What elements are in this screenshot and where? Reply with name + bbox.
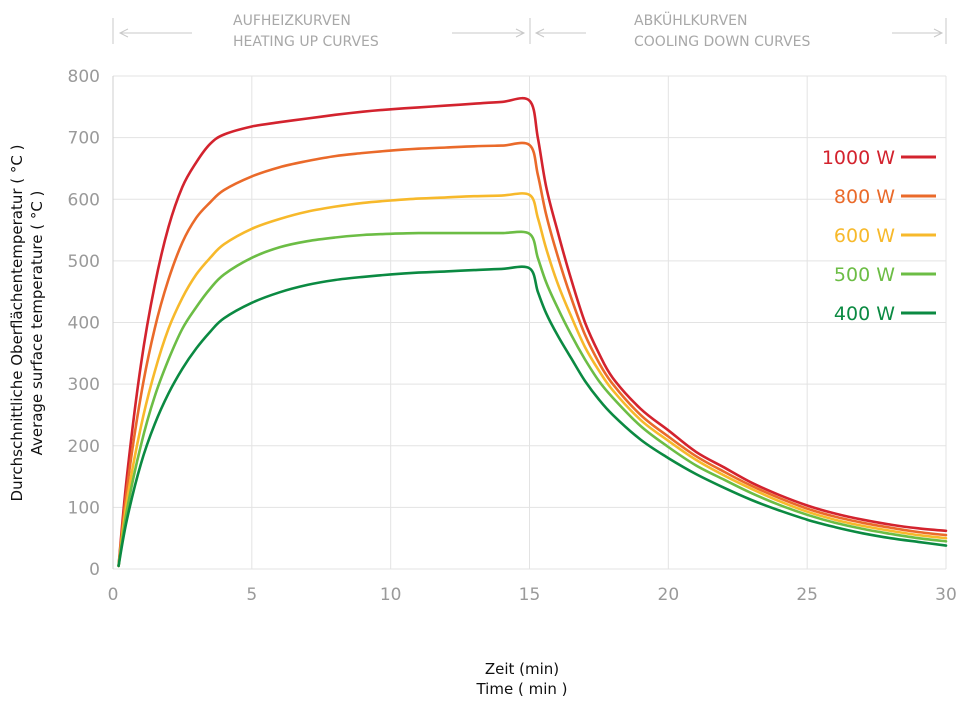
y-tick-label: 800 [68, 67, 100, 87]
heating-label-de: AUFHEIZKURVEN [233, 13, 351, 29]
legend-item: 400 W [834, 303, 936, 325]
y-tick-label: 700 [68, 129, 100, 149]
cooling-label-de: ABKÜHLKURVEN [634, 11, 747, 29]
cooling-label-en: COOLING DOWN CURVES [634, 34, 810, 50]
cooling-left-arrow [534, 28, 586, 38]
x-axis-title-en: Time ( min ) [475, 680, 567, 698]
legend-label: 800 W [834, 186, 895, 208]
heating-right-arrow [452, 28, 526, 38]
series-line-800w [117, 141, 948, 568]
y-axis-title-en: Average surface temperature ( °C ) [28, 191, 46, 456]
y-tick-labels: 0 100 200 300 400 500 600 700 800 [68, 67, 100, 580]
heating-left-arrow [118, 28, 192, 38]
y-axis-title: Durchschnittliche Oberflächentemperatur … [8, 145, 46, 502]
y-tick-label: 600 [68, 190, 100, 210]
series-line-500w [117, 230, 948, 568]
x-tick-label: 25 [796, 585, 818, 605]
y-tick-label: 500 [68, 252, 100, 272]
cooling-right-arrow [892, 28, 944, 38]
section-header: AUFHEIZKURVEN HEATING UP CURVES ABKÜHLKU… [112, 11, 947, 50]
grid-lines [112, 75, 947, 570]
y-tick-label: 100 [68, 498, 100, 518]
x-tick-label: 15 [519, 585, 541, 605]
x-tick-label: 30 [935, 585, 957, 605]
heating-label-en: HEATING UP CURVES [233, 34, 379, 50]
series-lines [117, 96, 948, 568]
legend-label: 600 W [834, 225, 895, 247]
legend-item: 600 W [834, 225, 936, 247]
x-axis-title: Zeit (min) Time ( min ) [475, 660, 567, 698]
legend-label: 400 W [834, 303, 895, 325]
y-axis-title-de: Durchschnittliche Oberflächentemperatur … [8, 145, 26, 502]
x-tick-labels: 0 5 10 15 20 25 30 [108, 585, 957, 605]
legend-item: 500 W [834, 264, 936, 286]
x-axis-title-de: Zeit (min) [485, 660, 559, 678]
legend-label: 500 W [834, 264, 895, 286]
legend-item: 800 W [834, 186, 936, 208]
legend-item: 1000 W [822, 147, 936, 169]
x-tick-label: 0 [108, 585, 119, 605]
x-tick-label: 20 [658, 585, 680, 605]
series-line-600w [117, 192, 948, 568]
legend-label: 1000 W [822, 147, 895, 169]
series-line-1000w [117, 96, 948, 568]
x-tick-label: 5 [246, 585, 257, 605]
y-tick-label: 400 [68, 314, 100, 334]
y-tick-label: 200 [68, 437, 100, 457]
y-tick-label: 300 [68, 375, 100, 395]
x-tick-label: 10 [380, 585, 402, 605]
legend: 1000 W 800 W 600 W 500 W 400 W [822, 147, 936, 325]
series-line-400w [117, 265, 948, 568]
y-tick-label: 0 [89, 560, 100, 580]
